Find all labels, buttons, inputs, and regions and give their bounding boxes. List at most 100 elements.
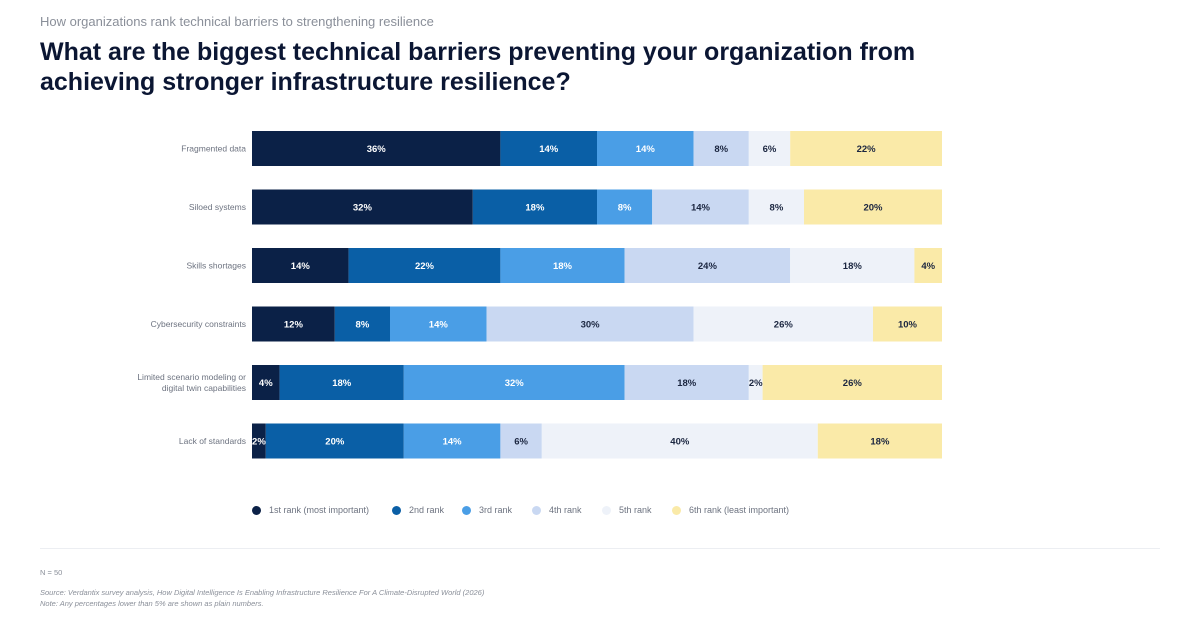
bar-value-label: 26% xyxy=(774,320,794,331)
bar-segment xyxy=(597,189,653,225)
bar-segment xyxy=(693,131,749,166)
bar-value-label: 6% xyxy=(763,144,777,155)
bar-segment xyxy=(541,423,818,459)
bar-value-label: 20% xyxy=(325,437,345,448)
bar-value-label: 20% xyxy=(863,203,883,214)
bar-segment xyxy=(403,423,501,459)
bar-segment xyxy=(403,365,625,400)
legend-swatch xyxy=(532,505,541,515)
sample-size-label: N = 50 xyxy=(40,568,63,577)
bar-value-label: 32% xyxy=(505,378,525,389)
bar-value-label: 24% xyxy=(698,261,718,272)
bar-value-label: 6% xyxy=(514,437,528,448)
legend-item: 5th rank xyxy=(602,505,672,515)
legend-label: 4th rank xyxy=(549,505,582,515)
bar-segment xyxy=(762,365,942,400)
bar-segment xyxy=(873,306,942,342)
legend-swatch xyxy=(462,505,471,515)
category-label: Cybersecurity constraints xyxy=(151,319,246,329)
bar-segment xyxy=(748,189,804,225)
bar-segment xyxy=(652,189,749,225)
bar-value-label: 8% xyxy=(714,144,728,155)
bar-value-label: 22% xyxy=(415,261,435,272)
source-note: Source: Verdantix survey analysis, How D… xyxy=(40,588,485,597)
bar-segment xyxy=(472,189,597,225)
bar-segment xyxy=(597,131,694,166)
bar-value-label: 14% xyxy=(443,437,463,448)
bar-segment xyxy=(624,248,791,283)
bar-value-label: 2% xyxy=(252,437,266,448)
bar-value-label: 40% xyxy=(670,437,690,448)
legend-swatch xyxy=(252,505,261,515)
bar-segment xyxy=(252,131,501,166)
bar-segment xyxy=(748,131,791,166)
category-label: Fragmented data xyxy=(181,144,246,154)
bar-value-label: 18% xyxy=(553,261,573,272)
bar-value-label: 18% xyxy=(332,378,352,389)
footer-divider xyxy=(40,548,1160,549)
bar-segment xyxy=(500,131,597,166)
bar-value-label: 8% xyxy=(770,203,784,214)
percentage-note: Note: Any percentages lower than 5% are … xyxy=(40,599,264,608)
legend-swatch xyxy=(392,505,401,515)
bar-value-label: 14% xyxy=(291,261,311,272)
legend-label: 3rd rank xyxy=(479,505,513,515)
bar-value-label: 4% xyxy=(259,378,273,389)
bar-segment xyxy=(348,248,501,283)
bar-segment xyxy=(265,423,404,459)
bar-segment xyxy=(790,131,942,166)
legend-label: 6th rank (least important) xyxy=(689,505,790,515)
bar-segment xyxy=(817,423,942,459)
bar-value-label: 14% xyxy=(539,144,559,155)
bar-segment xyxy=(804,189,942,225)
bar-segment xyxy=(748,365,763,400)
bar-value-label: 12% xyxy=(284,320,304,331)
legend-item: 4th rank xyxy=(532,505,602,515)
bar-segment xyxy=(252,306,335,342)
legend-label: 1st rank (most important) xyxy=(269,505,370,515)
bar-segment xyxy=(914,248,942,283)
stacked-bar-chart: Fragmented data 36% 14% 14% 8% 6% 22% Siloed sy… xyxy=(137,131,942,459)
bar-value-label: 26% xyxy=(843,378,863,389)
legend-item: 2nd rank xyxy=(392,505,462,515)
bar-segment xyxy=(486,306,694,342)
bar-value-label: 14% xyxy=(636,144,656,155)
bar-value-label: 18% xyxy=(525,203,545,214)
bar-value-label: 30% xyxy=(581,320,601,331)
category-label: Siloed systems xyxy=(189,202,246,212)
bar-value-label: 32% xyxy=(353,203,373,214)
legend-swatch xyxy=(672,505,681,515)
bar-value-label: 8% xyxy=(618,203,632,214)
bar-segment xyxy=(279,365,404,400)
bar-segment xyxy=(252,189,473,225)
bar-value-label: 4% xyxy=(921,261,935,272)
bar-value-label: 8% xyxy=(356,320,370,331)
bar-segment xyxy=(390,306,487,342)
bar-value-label: 14% xyxy=(691,203,711,214)
bar-segment xyxy=(500,423,542,459)
bar-value-label: 10% xyxy=(898,320,918,331)
bar-value-label: 18% xyxy=(870,437,890,448)
bar-value-label: 22% xyxy=(857,144,877,155)
bar-value-label: 36% xyxy=(367,144,387,155)
bar-segment xyxy=(693,306,873,342)
legend-swatch xyxy=(602,505,611,515)
category-label: Limited scenario modeling or digital twin… xyxy=(137,372,246,393)
bar-segment xyxy=(252,365,280,400)
chart-legend: 1st rank (most important) 2nd rank 3rd ran… xyxy=(252,505,832,515)
category-label: Skills shortages xyxy=(186,261,246,271)
legend-item: 1st rank (most important) xyxy=(252,505,392,515)
bar-value-label: 18% xyxy=(843,261,863,272)
chart-kicker: How organizations rank technical barrier… xyxy=(40,14,434,29)
bar-value-label: 14% xyxy=(429,320,449,331)
chart-title: What are the biggest technical barriers … xyxy=(40,38,916,96)
legend-item: 3rd rank xyxy=(462,505,532,515)
bar-segment xyxy=(624,365,749,400)
legend-label: 2nd rank xyxy=(409,505,445,515)
bar-segment xyxy=(252,423,266,459)
bar-value-label: 2% xyxy=(749,378,763,389)
legend-item: 6th rank (least important) xyxy=(672,505,832,515)
bar-value-label: 18% xyxy=(677,378,697,389)
bar-segment xyxy=(790,248,915,283)
legend-label: 5th rank xyxy=(619,505,652,515)
